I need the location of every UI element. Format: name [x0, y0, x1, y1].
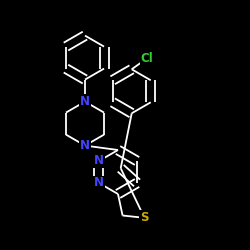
- Text: Cl: Cl: [141, 52, 154, 65]
- Text: N: N: [94, 154, 104, 168]
- Text: N: N: [80, 95, 90, 108]
- Text: N: N: [94, 176, 104, 190]
- Text: N: N: [80, 139, 90, 152]
- Text: S: S: [140, 211, 149, 224]
